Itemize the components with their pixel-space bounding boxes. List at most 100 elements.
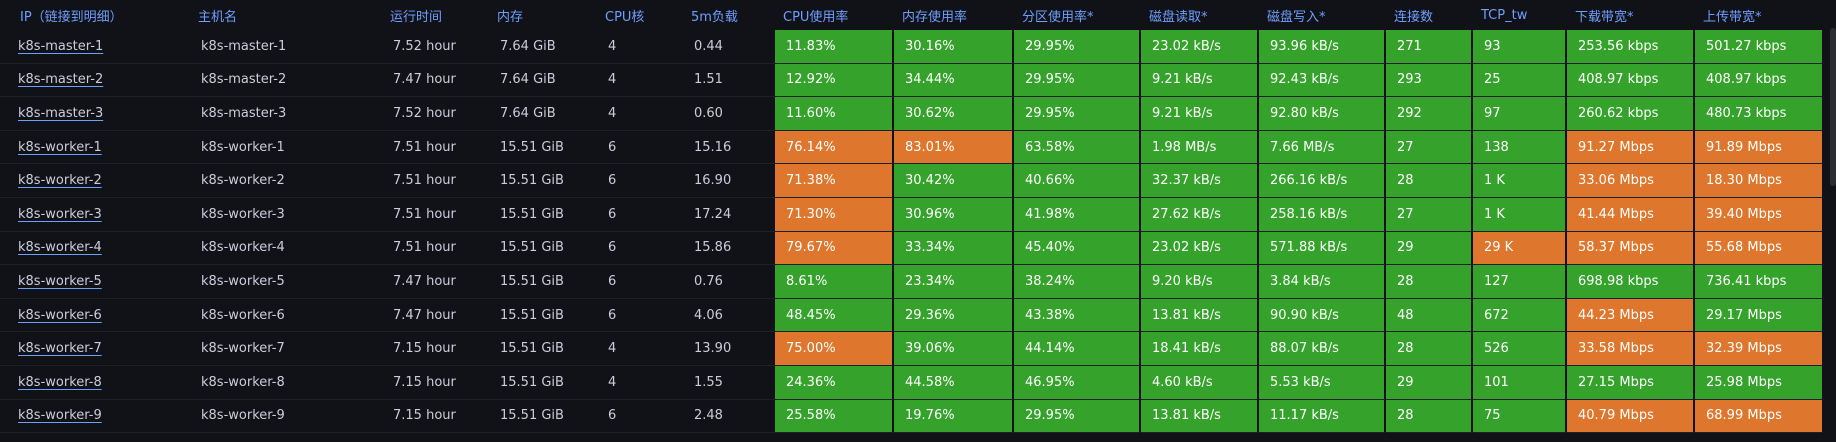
download-cell: 408.97 kbps <box>1567 63 1695 98</box>
tcp-tw-cell: 75 <box>1473 399 1567 434</box>
upload-cell: 68.99 Mbps <box>1695 399 1824 434</box>
cpu-usage-cell: 79.67% <box>775 231 894 266</box>
disk-write-cell: 7.66 MB/s <box>1259 130 1386 165</box>
ip-cell: k8s-worker-1 <box>0 131 190 165</box>
load5-cell: 17.24 <box>683 198 775 232</box>
connections-cell: 271 <box>1386 30 1473 64</box>
column-header-upload[interactable]: 上传带宽* <box>1695 0 1824 30</box>
cpu-cores-cell: 4 <box>597 366 683 400</box>
cpu-usage-cell: 48.45% <box>775 298 894 333</box>
mem-usage-cell: 44.58% <box>894 365 1014 400</box>
ip-link[interactable]: k8s-worker-7 <box>18 341 102 357</box>
column-header-disk-read[interactable]: 磁盘读取* <box>1141 0 1259 30</box>
upload-cell: 29.17 Mbps <box>1695 298 1824 333</box>
tcp-tw-cell: 1 K <box>1473 164 1567 198</box>
cpu-usage-cell: 76.14% <box>775 130 894 165</box>
cpu-cores-cell: 6 <box>597 400 683 434</box>
cpu-usage-cell: 24.36% <box>775 365 894 400</box>
partition-usage-cell: 29.95% <box>1014 97 1141 131</box>
download-cell: 33.06 Mbps <box>1567 164 1695 198</box>
column-header-tcp-tw[interactable]: TCP_tw <box>1473 0 1567 30</box>
ip-cell: k8s-master-2 <box>0 64 190 98</box>
ip-link[interactable]: k8s-master-2 <box>18 72 104 88</box>
download-cell: 41.44 Mbps <box>1567 197 1695 232</box>
memory-cell: 7.64 GiB <box>489 30 597 64</box>
column-header-memory[interactable]: 内存 <box>489 0 597 30</box>
ip-link[interactable]: k8s-worker-9 <box>18 408 102 424</box>
download-cell: 260.62 kbps <box>1567 97 1695 131</box>
ip-link[interactable]: k8s-worker-8 <box>18 374 102 390</box>
hostname-cell: k8s-worker-2 <box>190 164 382 198</box>
upload-cell: 480.73 kbps <box>1695 97 1824 131</box>
mem-usage-cell: 19.76% <box>894 399 1014 434</box>
ip-link[interactable]: k8s-master-3 <box>18 105 104 121</box>
ip-link[interactable]: k8s-worker-4 <box>18 240 102 256</box>
memory-cell: 15.51 GiB <box>489 332 597 366</box>
upload-cell: 501.27 kbps <box>1695 30 1824 64</box>
partition-usage-cell: 38.24% <box>1014 265 1141 299</box>
load5-cell: 2.48 <box>683 400 775 434</box>
table-row: k8s-worker-2 k8s-worker-2 7.51 hour 15.51 G… <box>0 164 1824 198</box>
partition-usage-cell: 29.95% <box>1014 63 1141 98</box>
disk-write-cell: 92.43 kB/s <box>1259 63 1386 98</box>
disk-read-cell: 27.62 kB/s <box>1141 197 1259 232</box>
ip-link[interactable]: k8s-master-1 <box>18 38 104 54</box>
cpu-cores-cell: 4 <box>597 64 683 98</box>
memory-cell: 15.51 GiB <box>489 366 597 400</box>
mem-usage-cell: 30.62% <box>894 97 1014 131</box>
column-header-ip[interactable]: IP（链接到明细） <box>0 0 190 30</box>
column-header-load5[interactable]: 5m负载 <box>683 0 775 30</box>
column-header-mem-usage[interactable]: 内存使用率 <box>894 0 1014 30</box>
ip-link[interactable]: k8s-worker-5 <box>18 273 102 289</box>
partition-usage-cell: 45.40% <box>1014 231 1141 266</box>
hostname-cell: k8s-worker-5 <box>190 265 382 299</box>
upload-cell: 408.97 kbps <box>1695 63 1824 98</box>
ip-cell: k8s-worker-3 <box>0 198 190 232</box>
disk-write-cell: 3.84 kB/s <box>1259 265 1386 299</box>
partition-usage-cell: 44.14% <box>1014 332 1141 366</box>
ip-link[interactable]: k8s-worker-6 <box>18 307 102 323</box>
disk-read-cell: 13.81 kB/s <box>1141 399 1259 434</box>
partition-usage-cell: 63.58% <box>1014 130 1141 165</box>
connections-cell: 28 <box>1386 265 1473 299</box>
column-header-connections[interactable]: 连接数 <box>1386 0 1473 30</box>
uptime-cell: 7.51 hour <box>382 164 489 198</box>
download-cell: 698.98 kbps <box>1567 265 1695 299</box>
mem-usage-cell: 39.06% <box>894 332 1014 366</box>
vertical-scrollbar[interactable] <box>1830 28 1836 186</box>
ip-cell: k8s-worker-8 <box>0 366 190 400</box>
load5-cell: 15.16 <box>683 131 775 165</box>
memory-cell: 15.51 GiB <box>489 232 597 266</box>
ip-link[interactable]: k8s-worker-2 <box>18 173 102 189</box>
ip-link[interactable]: k8s-worker-1 <box>18 139 102 155</box>
column-header-cpu-usage[interactable]: CPU使用率 <box>775 0 894 30</box>
cpu-cores-cell: 6 <box>597 299 683 333</box>
load5-cell: 4.06 <box>683 299 775 333</box>
uptime-cell: 7.52 hour <box>382 97 489 131</box>
tcp-tw-cell: 526 <box>1473 332 1567 366</box>
ip-cell: k8s-master-1 <box>0 30 190 64</box>
column-header-hostname[interactable]: 主机名 <box>190 0 382 30</box>
column-header-partition-usage[interactable]: 分区使用率* <box>1014 0 1141 30</box>
column-header-disk-write[interactable]: 磁盘写入* <box>1259 0 1386 30</box>
column-header-uptime[interactable]: 运行时间 <box>382 0 489 30</box>
cpu-usage-cell: 12.92% <box>775 63 894 98</box>
disk-read-cell: 1.98 MB/s <box>1141 130 1259 165</box>
cpu-cores-cell: 6 <box>597 164 683 198</box>
uptime-cell: 7.15 hour <box>382 366 489 400</box>
column-header-download[interactable]: 下载带宽* <box>1567 0 1695 30</box>
disk-read-cell: 23.02 kB/s <box>1141 231 1259 266</box>
cpu-cores-cell: 4 <box>597 332 683 366</box>
download-cell: 91.27 Mbps <box>1567 130 1695 165</box>
cpu-usage-cell: 11.60% <box>775 97 894 131</box>
hostname-cell: k8s-worker-1 <box>190 131 382 165</box>
disk-write-cell: 92.80 kB/s <box>1259 97 1386 131</box>
cpu-cores-cell: 4 <box>597 97 683 131</box>
disk-read-cell: 9.21 kB/s <box>1141 63 1259 98</box>
ip-link[interactable]: k8s-worker-3 <box>18 206 102 222</box>
table-row: k8s-worker-5 k8s-worker-5 7.47 hour 15.51 G… <box>0 265 1824 299</box>
ip-cell: k8s-worker-7 <box>0 332 190 366</box>
column-header-cpu-cores[interactable]: CPU核 <box>597 0 683 30</box>
upload-cell: 55.68 Mbps <box>1695 231 1824 266</box>
uptime-cell: 7.52 hour <box>382 30 489 64</box>
